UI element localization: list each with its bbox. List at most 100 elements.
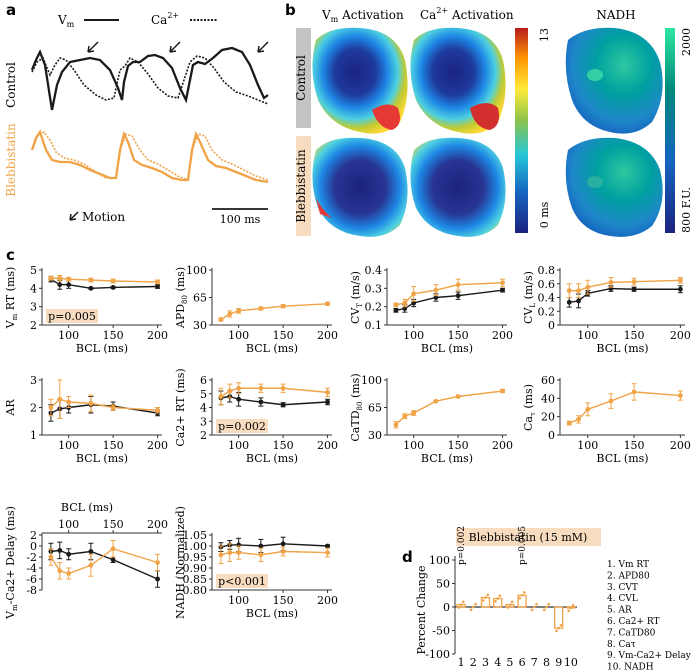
x-axis-label: BCL (ms) xyxy=(596,342,648,355)
series-control xyxy=(48,541,161,588)
x-axis-label: BCL (ms) xyxy=(421,452,473,465)
data-point xyxy=(433,287,439,293)
y-tick-label: 4 xyxy=(30,282,37,295)
x-axis-label: BCL (ms) xyxy=(76,342,128,355)
data-point xyxy=(393,302,399,308)
control-nadh-map xyxy=(565,27,663,134)
nadh-title: NADH xyxy=(596,8,635,22)
x-tick-label: 100 xyxy=(228,329,249,342)
data-point xyxy=(155,407,160,413)
data-point xyxy=(411,410,417,416)
nadh-colorbar-max-label: 2000 xyxy=(680,28,693,56)
data-point xyxy=(236,550,242,555)
x-tick-label: 100 xyxy=(228,594,249,607)
data-point xyxy=(227,388,233,394)
data-point xyxy=(500,287,505,293)
y-tick-label: 5 xyxy=(30,264,37,277)
data-point xyxy=(402,300,408,306)
y-tick-label: 30 xyxy=(193,319,207,332)
y-tick-label: -6 xyxy=(26,573,37,586)
data-point xyxy=(258,552,264,558)
data-point xyxy=(510,600,514,604)
colorbar-max-label: 13 xyxy=(538,28,551,42)
ca-activation-title: Ca2+ Activation xyxy=(420,6,514,22)
x-tick-label: 200 xyxy=(670,439,691,452)
data-point xyxy=(566,299,572,305)
blebb-tag-label: Blebbistatin xyxy=(294,149,308,223)
data-point xyxy=(518,596,522,600)
data-point xyxy=(576,417,581,422)
bar-6-p-label: p=0.005 xyxy=(518,526,528,565)
legend-item: 10. NADH xyxy=(607,663,654,671)
y-tick-label: 1.05 xyxy=(183,529,208,542)
data-point xyxy=(677,286,683,292)
data-point xyxy=(258,385,264,391)
y-axis-label: CaTD80 (ms) xyxy=(349,373,364,441)
x-tick-label: 100 xyxy=(403,439,424,452)
data-point xyxy=(566,288,572,294)
data-point xyxy=(555,629,558,633)
data-point xyxy=(48,554,54,560)
x-tick-label: 150 xyxy=(103,329,124,342)
data-point xyxy=(66,282,72,288)
y-axis-label: Vm RT (ms) xyxy=(4,267,19,330)
legend-item: 2. APD80 xyxy=(607,571,650,581)
y-tick-label: 0.90 xyxy=(183,562,208,575)
scale-bar-label: 100 ms xyxy=(220,213,261,226)
x-tick-label: 150 xyxy=(448,329,469,342)
y-tick-label: 0.85 xyxy=(183,573,208,586)
data-point xyxy=(543,608,546,612)
x-tick-label: 150 xyxy=(273,329,294,342)
data-point xyxy=(433,398,439,404)
y-tick-label: 0.8 xyxy=(538,264,556,277)
x-tick-label: 200 xyxy=(670,329,691,342)
p-value-label: p=0.002 xyxy=(218,420,266,433)
data-point xyxy=(66,551,72,557)
y-tick-label: 3 xyxy=(200,415,207,428)
blebb-vm-map xyxy=(312,137,408,237)
data-point xyxy=(218,317,224,322)
data-point xyxy=(325,301,330,307)
x-tick-label: 5 xyxy=(506,656,513,669)
y-tick-label: 0.4 xyxy=(538,292,556,305)
legend-item: 6. Ca2+ RT xyxy=(607,617,659,627)
x-axis-label: BCL (ms) xyxy=(246,607,298,620)
series-line xyxy=(395,390,503,426)
nadh-colorbar xyxy=(665,28,675,233)
control-ca-map-late-region xyxy=(470,103,499,130)
data-point xyxy=(508,603,512,606)
series-blebbistatin xyxy=(566,383,683,426)
y-tick-label: 2 xyxy=(200,429,207,442)
data-point xyxy=(457,606,461,609)
chart-4: 00.20.40.60.8 100 150 200 BCL (ms) CVL (m/s) xyxy=(522,264,691,355)
data-point xyxy=(557,626,560,630)
x-tick-label: 6 xyxy=(519,656,526,669)
control-nadh-bright-spot xyxy=(587,69,603,81)
data-point xyxy=(227,550,233,555)
x-tick-label: 150 xyxy=(448,439,469,452)
data-point xyxy=(325,389,330,395)
data-point xyxy=(585,284,591,290)
data-point xyxy=(608,398,614,404)
x-tick-label: 200 xyxy=(147,439,168,452)
data-point xyxy=(484,596,487,599)
colorbar-min-label: 0 ms xyxy=(538,201,551,228)
legend-item: 9. Vm-Ca2+ Delay xyxy=(607,651,692,661)
motion-legend-arrow-icon xyxy=(69,211,79,221)
panel-d-title-badge xyxy=(456,528,601,546)
data-point xyxy=(496,597,500,600)
y-tick-label: 65 xyxy=(368,402,382,415)
y-tick-label: 0.6 xyxy=(538,278,556,291)
y-tick-label: 0.80 xyxy=(183,584,208,597)
data-point xyxy=(57,396,63,402)
data-point xyxy=(523,591,526,594)
data-point xyxy=(411,300,417,306)
y-tick-label: 4 xyxy=(200,402,207,415)
y-tick-label: 2 xyxy=(30,319,37,332)
bar-1-p-label: p=0.002 xyxy=(457,526,467,565)
blebb-ca-map xyxy=(410,137,506,237)
legend-item: 7. CaTD80 xyxy=(607,628,656,638)
y-tick-label: 0.4 xyxy=(365,264,383,277)
